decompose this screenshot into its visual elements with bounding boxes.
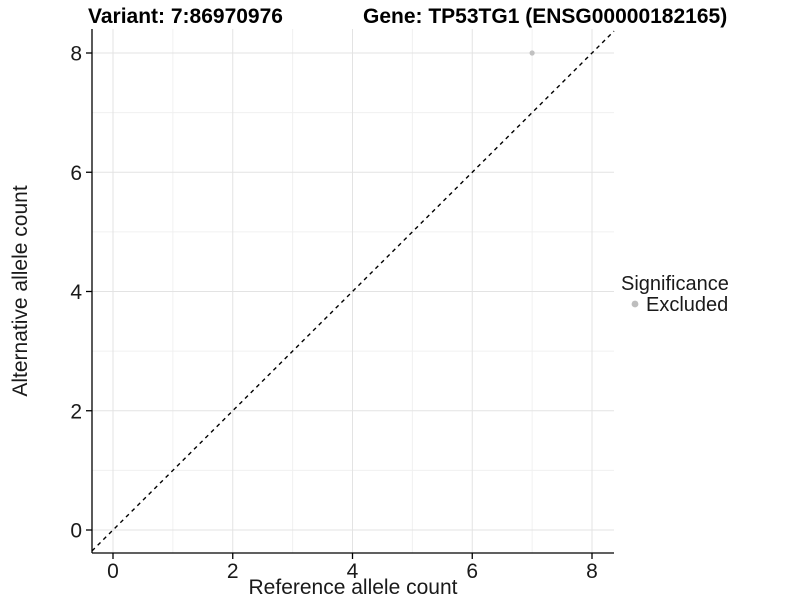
data-point [529,50,535,56]
plot-title-gene: Gene: TP53TG1 (ENSG00000182165) [363,5,727,28]
legend-title: Significance [621,273,729,295]
legend: Significance Excluded [621,273,729,316]
x-axis-title: Reference allele count [249,576,458,599]
plot-panel: 0 2 4 6 8 0 2 4 6 8 [70,29,615,583]
x-tick-label: 0 [107,560,119,583]
x-tick-label: 6 [466,560,478,583]
legend-label-excluded: Excluded [646,294,728,316]
y-tick-label: 6 [70,162,82,185]
y-axis-title: Alternative allele count [9,185,32,396]
x-tick-label: 4 [347,560,359,583]
y-tick-label: 0 [70,520,82,543]
y-tick-label: 2 [70,400,82,423]
y-tick-label: 8 [70,43,82,66]
x-tick-label: 2 [227,560,239,583]
legend-key-excluded-dot [631,300,639,308]
y-tick-label: 4 [70,281,82,304]
identity-reference-line [91,30,615,552]
plot-title-variant: Variant: 7:86970976 [88,5,283,28]
x-tick-label: 8 [586,560,598,583]
